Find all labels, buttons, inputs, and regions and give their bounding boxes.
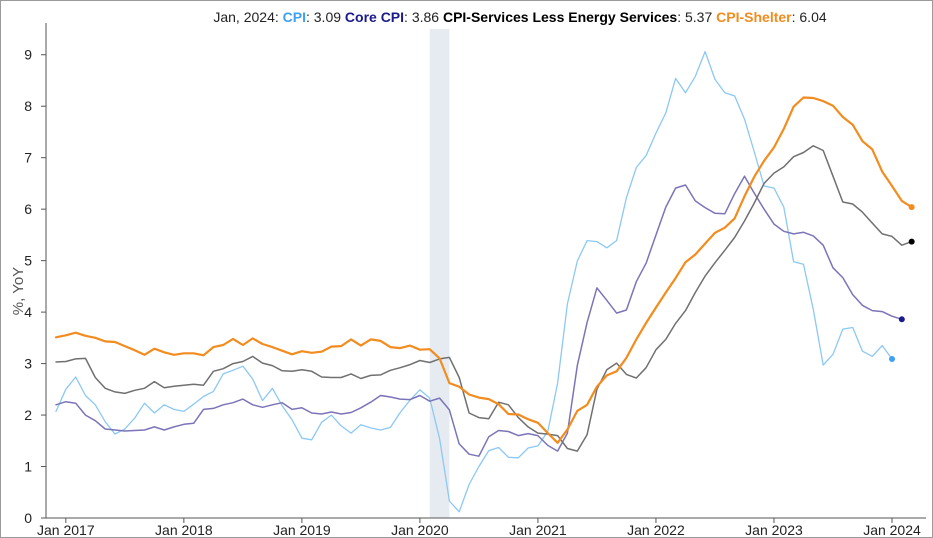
x-tick-label: Jan 2024 [863,522,921,537]
y-tick-label: 3 [24,356,32,372]
y-tick-label: 7 [24,150,32,166]
legend-services-name: CPI-Services Less Energy Services [443,9,677,25]
series-line-cpi [55,50,893,513]
x-tick-label: Jan 2022 [627,522,685,537]
recession-shading-layer [429,29,450,518]
y-tick-label: 4 [24,304,32,320]
y-tick-label: 0 [24,510,32,526]
series-line-cpi-shelter [54,96,913,444]
series-end-point-core-cpi [898,316,905,323]
y-axis-label: %, YoY [10,267,27,315]
legend-core-cpi-name: Core CPI [345,9,404,25]
legend-separator: : [306,9,314,25]
y-tick-label: 9 [24,47,32,63]
y-tick-label: 5 [24,253,32,269]
legend-separator: : [404,9,412,25]
legend-shelter-value: 6.04 [799,9,826,25]
x-tick-label: Jan 2023 [745,522,803,537]
legend-cpi-value: 3.09 [314,9,341,25]
legend: Jan, 2024: CPI: 3.09 Core CPI: 3.86 CPI-… [213,9,826,25]
series-line-core-cpi [55,175,903,457]
axes-layer: 0 1 2 3 4 5 6 7 8 9 Jan 2017 Jan 2018 Jan 2019 Jan 20… [24,23,926,537]
series-layer [54,50,913,513]
series-end-point-cpi-services-less-energy-services [908,238,915,245]
x-tick-label: Jan 2018 [155,522,213,537]
legend-shelter-name: CPI-Shelter [716,9,792,25]
legend-separator: : [792,9,800,25]
legend-services-value: 5.37 [685,9,712,25]
x-tick-label: Jan 2020 [391,522,449,537]
x-tick-label: Jan 2017 [37,522,95,537]
x-tick-label: Jan 2021 [509,522,567,537]
series-line-cpi-services-less-energy-services [55,145,913,452]
legend-cpi-name: CPI [283,9,306,25]
recession-shade-band [429,29,450,518]
y-tick-label: 8 [24,98,32,114]
legend-core-cpi-value: 3.86 [412,9,439,25]
legend-separator: : [677,9,685,25]
y-tick-label: 2 [24,407,32,423]
legend-separator: : [275,9,283,25]
y-tick-label: 6 [24,201,32,217]
series-end-point-cpi-shelter [908,204,915,211]
legend-date: Jan, 2024 [213,9,275,25]
series-end-point-cpi [889,355,895,362]
end-markers-layer [889,204,915,362]
x-tick-label: Jan 2019 [273,522,331,537]
y-tick-label: 1 [24,459,32,475]
